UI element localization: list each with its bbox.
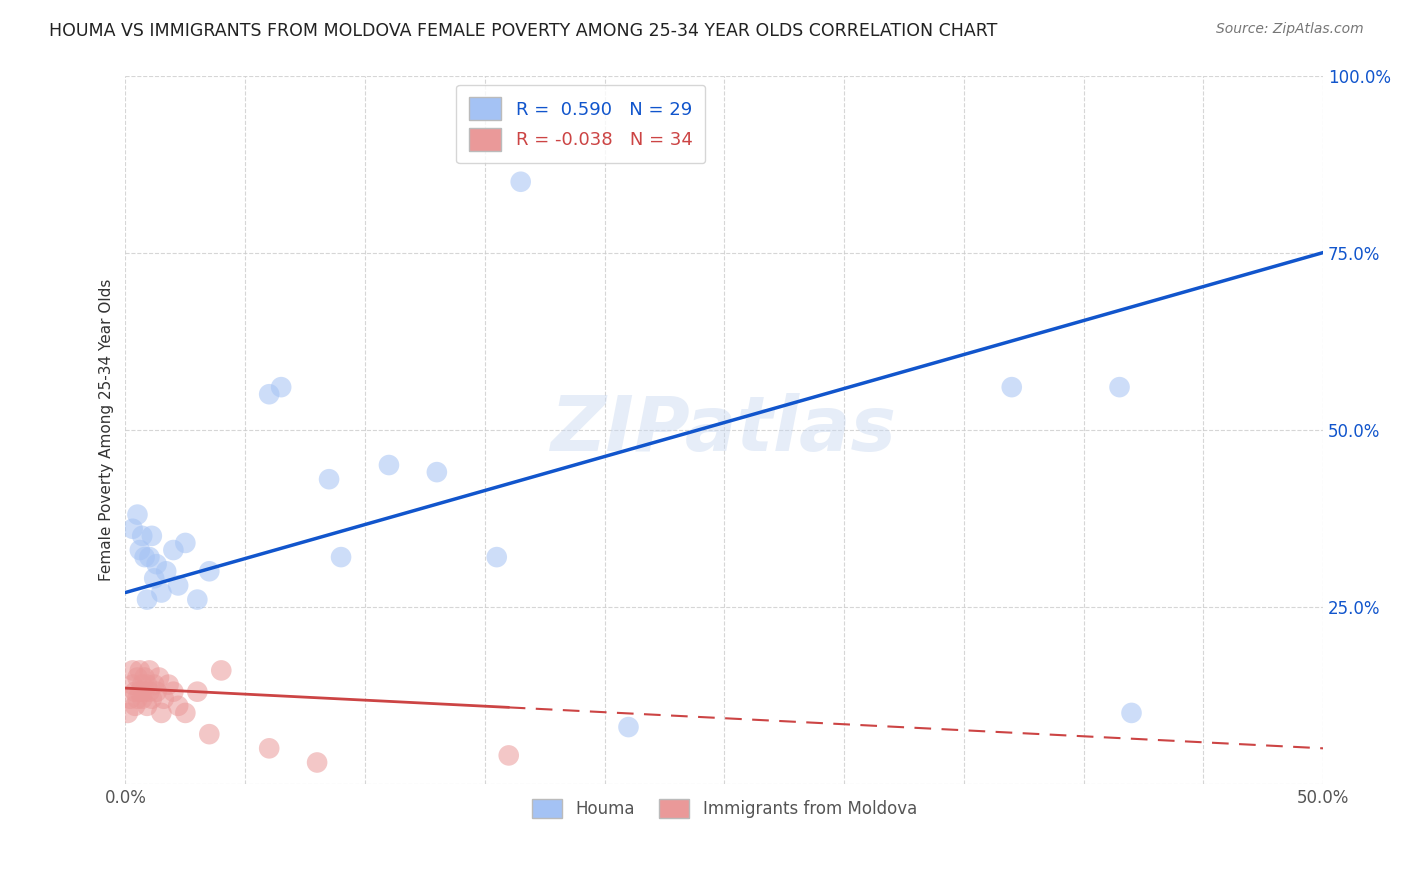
Point (141, 529, 163, 543)
Point (426, 465, 449, 479)
Point (138, 550, 160, 565)
Point (124, 684, 146, 698)
Point (498, 748, 520, 763)
Point (257, 741, 280, 756)
Point (128, 664, 150, 678)
Point (186, 592, 208, 607)
Point (145, 557, 167, 571)
Point (138, 684, 160, 698)
Point (120, 691, 142, 706)
Point (617, 720, 640, 734)
Point (307, 756, 329, 770)
Point (134, 684, 156, 698)
Point (134, 550, 156, 565)
Point (1108, 380, 1130, 394)
Legend: Houma, Immigrants from Moldova: Houma, Immigrants from Moldova (524, 792, 924, 825)
Point (134, 671, 156, 685)
Point (121, 664, 143, 678)
Point (136, 677, 159, 691)
Point (330, 550, 353, 565)
Point (209, 664, 232, 678)
Point (143, 571, 166, 585)
Point (318, 472, 340, 486)
Text: Source: ZipAtlas.com: Source: ZipAtlas.com (1216, 22, 1364, 37)
Point (131, 691, 153, 706)
Point (128, 684, 150, 698)
Point (127, 508, 149, 522)
Point (167, 578, 190, 592)
Point (148, 671, 170, 685)
Point (127, 691, 149, 706)
Point (270, 380, 292, 394)
Point (378, 458, 401, 472)
Point (121, 677, 143, 691)
Point (150, 706, 173, 720)
Point (174, 706, 197, 720)
Point (186, 684, 208, 698)
Point (136, 592, 159, 607)
Point (117, 706, 139, 720)
Point (131, 677, 153, 691)
Point (145, 684, 167, 698)
Text: HOUMA VS IMMIGRANTS FROM MOLDOVA FEMALE POVERTY AMONG 25-34 YEAR OLDS CORRELATIO: HOUMA VS IMMIGRANTS FROM MOLDOVA FEMALE … (49, 22, 998, 40)
Point (128, 543, 150, 558)
Text: ZIPatlas: ZIPatlas (551, 392, 897, 467)
Point (162, 543, 184, 558)
Point (1001, 380, 1024, 394)
Point (174, 536, 197, 550)
Point (138, 664, 160, 678)
Point (167, 698, 190, 713)
Point (198, 564, 221, 578)
Point (150, 585, 173, 599)
Point (124, 698, 146, 713)
Point (127, 671, 149, 685)
Point (136, 698, 159, 713)
Point (143, 677, 166, 691)
Y-axis label: Female Poverty Among 25-34 Year Olds: Female Poverty Among 25-34 Year Olds (100, 278, 114, 581)
Point (141, 691, 163, 706)
Point (155, 564, 177, 578)
Point (152, 691, 174, 706)
Point (485, 550, 508, 565)
Point (198, 727, 221, 741)
Point (257, 387, 280, 401)
Point (509, 175, 531, 189)
Point (1121, 706, 1143, 720)
Point (162, 684, 184, 698)
Point (131, 529, 153, 543)
Point (121, 522, 143, 536)
Point (157, 677, 180, 691)
